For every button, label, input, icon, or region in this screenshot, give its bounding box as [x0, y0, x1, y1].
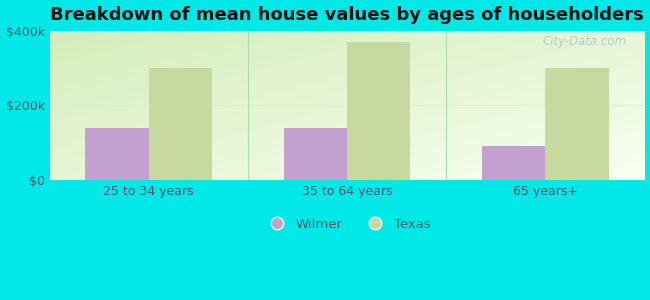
Bar: [482, 146, 545, 180]
Text: City-Data.com: City-Data.com: [543, 35, 627, 48]
Bar: [85, 128, 149, 180]
Title: Breakdown of mean house values by ages of householders: Breakdown of mean house values by ages o…: [50, 6, 644, 24]
Bar: [149, 68, 212, 180]
Bar: [545, 68, 609, 180]
Legend: Wilmer, Texas: Wilmer, Texas: [258, 213, 436, 236]
Bar: [283, 128, 347, 180]
Bar: [347, 42, 410, 180]
